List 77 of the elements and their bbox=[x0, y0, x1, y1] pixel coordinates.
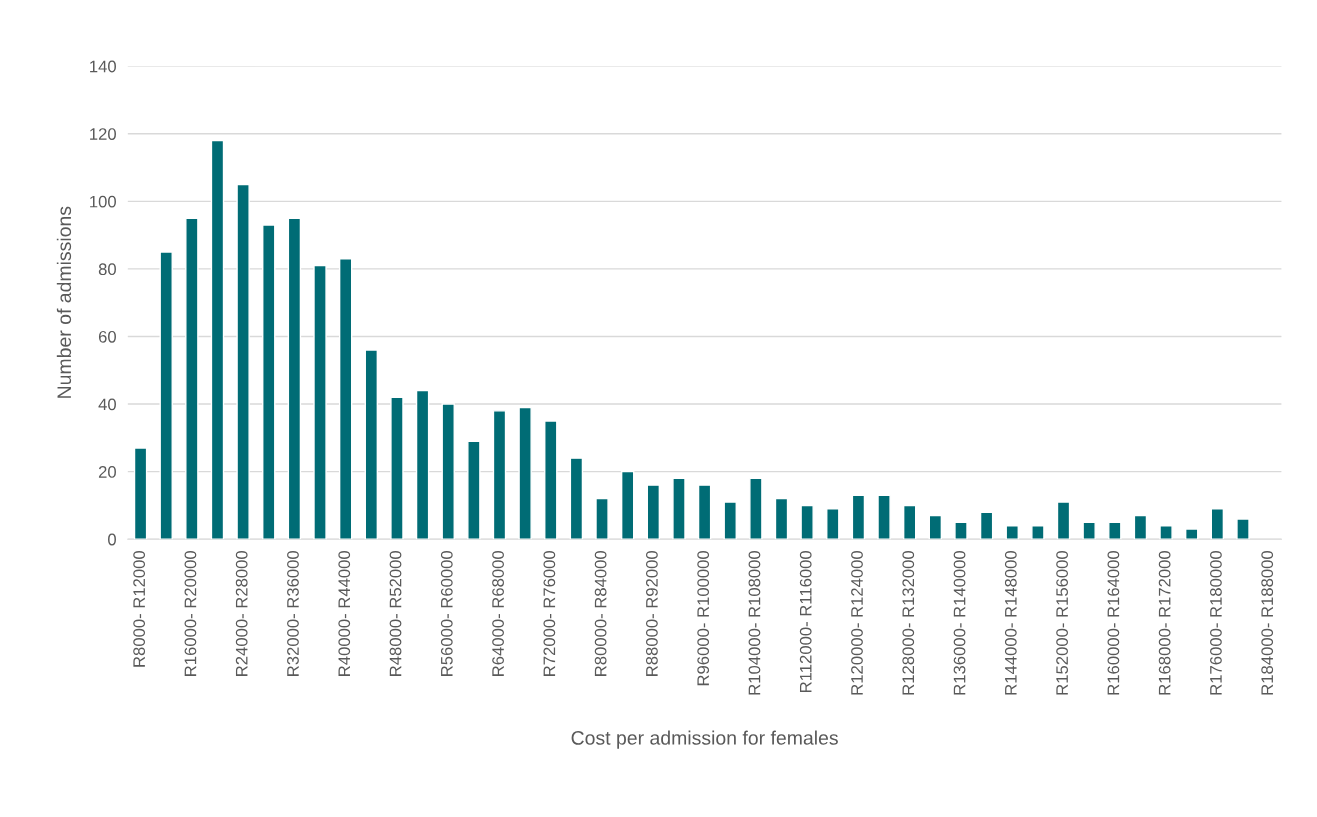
x-tick-label: R152000- R156000 bbox=[1056, 550, 1068, 695]
bar bbox=[774, 497, 789, 540]
x-tick-label: R144000- R148000 bbox=[1004, 550, 1017, 695]
bar bbox=[390, 396, 404, 540]
x-tick-label: R136000- R140000 bbox=[953, 550, 966, 695]
bar bbox=[1031, 525, 1045, 540]
y-tick-label: 80 bbox=[98, 263, 116, 276]
bar bbox=[928, 514, 943, 540]
bar bbox=[979, 511, 994, 540]
bar bbox=[492, 410, 507, 540]
x-tick-label: R88000- R92000 bbox=[645, 550, 658, 676]
bar bbox=[441, 403, 455, 540]
bar bbox=[185, 217, 199, 540]
bar bbox=[236, 183, 250, 540]
x-tick-label: R96000- R100000 bbox=[697, 550, 710, 686]
x-tick-label: R16000- R20000 bbox=[184, 550, 197, 676]
bar bbox=[1210, 508, 1225, 540]
y-tick-label: 140 bbox=[90, 60, 116, 73]
bar bbox=[467, 440, 481, 540]
bar bbox=[620, 470, 635, 540]
x-tick-label: R24000- R28000 bbox=[235, 550, 248, 676]
bar bbox=[287, 217, 302, 540]
bar bbox=[415, 389, 430, 540]
bar bbox=[697, 484, 712, 540]
bar bbox=[544, 420, 558, 540]
bar bbox=[902, 504, 917, 540]
x-tick-label: R8000- R12000 bbox=[133, 550, 146, 667]
bar bbox=[364, 349, 379, 540]
x-axis-title: Cost per admission for females bbox=[571, 730, 838, 749]
bar bbox=[518, 406, 532, 540]
bar bbox=[672, 477, 686, 540]
bar bbox=[646, 484, 661, 540]
x-tick-label: R32000- R36000 bbox=[287, 550, 299, 676]
x-tick-label: R56000- R60000 bbox=[440, 550, 453, 676]
x-tick-label: R40000- R44000 bbox=[338, 550, 351, 676]
bar bbox=[313, 264, 327, 540]
y-tick-label: 120 bbox=[90, 128, 116, 140]
bar bbox=[877, 494, 891, 540]
x-tick-label: R112000- R116000 bbox=[799, 550, 812, 692]
bar bbox=[262, 224, 276, 540]
bar bbox=[159, 251, 173, 540]
y-tick-label: 40 bbox=[98, 398, 116, 411]
bar bbox=[1056, 501, 1071, 540]
bar bbox=[1236, 518, 1250, 540]
x-tick-label: R168000- R172000 bbox=[1158, 550, 1171, 695]
bar bbox=[749, 477, 763, 540]
bar bbox=[569, 457, 584, 540]
bar bbox=[1159, 525, 1173, 540]
bar bbox=[954, 521, 968, 540]
x-tick-label: R80000- R84000 bbox=[594, 550, 607, 676]
y-axis-title: Number of admissions bbox=[56, 206, 72, 398]
bar bbox=[1005, 525, 1019, 540]
x-tick-label: R104000- R108000 bbox=[748, 550, 761, 695]
x-tick-label: R176000- R180000 bbox=[1210, 550, 1222, 695]
x-tick-label: R64000- R68000 bbox=[492, 550, 504, 676]
bar bbox=[851, 494, 866, 540]
bar bbox=[1184, 528, 1199, 540]
x-tick-label: R72000- R76000 bbox=[543, 550, 556, 676]
bar bbox=[1082, 521, 1096, 540]
bar bbox=[338, 258, 353, 540]
bar bbox=[1108, 521, 1122, 540]
y-tick-label: 100 bbox=[90, 195, 116, 208]
bar bbox=[826, 508, 840, 540]
x-tick-label: R120000- R124000 bbox=[851, 550, 863, 695]
bar bbox=[133, 447, 148, 540]
x-tick-label: R184000- R188000 bbox=[1261, 550, 1274, 695]
bar bbox=[800, 504, 814, 540]
x-tick-label: R128000- R132000 bbox=[902, 550, 915, 695]
bar bbox=[210, 139, 225, 540]
y-tick-label: 0 bbox=[108, 533, 116, 546]
bar bbox=[723, 501, 737, 540]
y-tick-label: 20 bbox=[98, 466, 116, 478]
bar bbox=[595, 497, 609, 540]
bar bbox=[1133, 514, 1148, 540]
x-tick-label: R160000- R164000 bbox=[1107, 550, 1120, 695]
y-tick-label: 60 bbox=[98, 330, 116, 343]
x-tick-label: R48000- R52000 bbox=[389, 550, 402, 676]
